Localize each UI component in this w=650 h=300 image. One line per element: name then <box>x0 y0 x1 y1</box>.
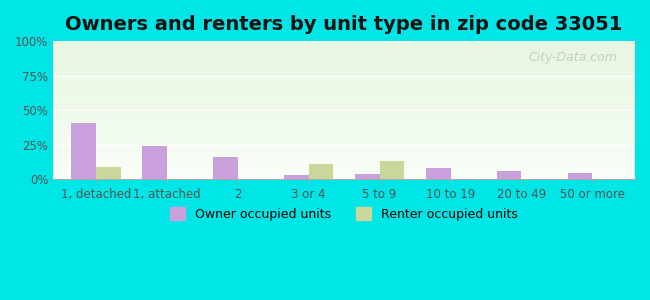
Bar <box>96 167 121 179</box>
Bar <box>380 161 404 179</box>
Bar <box>71 123 96 179</box>
Bar <box>497 171 521 179</box>
Title: Owners and renters by unit type in zip code 33051: Owners and renters by unit type in zip c… <box>66 15 623 34</box>
Text: City-Data.com: City-Data.com <box>528 51 618 64</box>
Legend: Owner occupied units, Renter occupied units: Owner occupied units, Renter occupied un… <box>165 202 523 226</box>
Bar <box>142 146 167 179</box>
Bar <box>309 164 333 179</box>
Bar <box>426 168 450 179</box>
Bar <box>355 174 380 179</box>
Bar <box>567 172 592 179</box>
Bar <box>213 157 238 179</box>
Bar <box>284 175 309 179</box>
